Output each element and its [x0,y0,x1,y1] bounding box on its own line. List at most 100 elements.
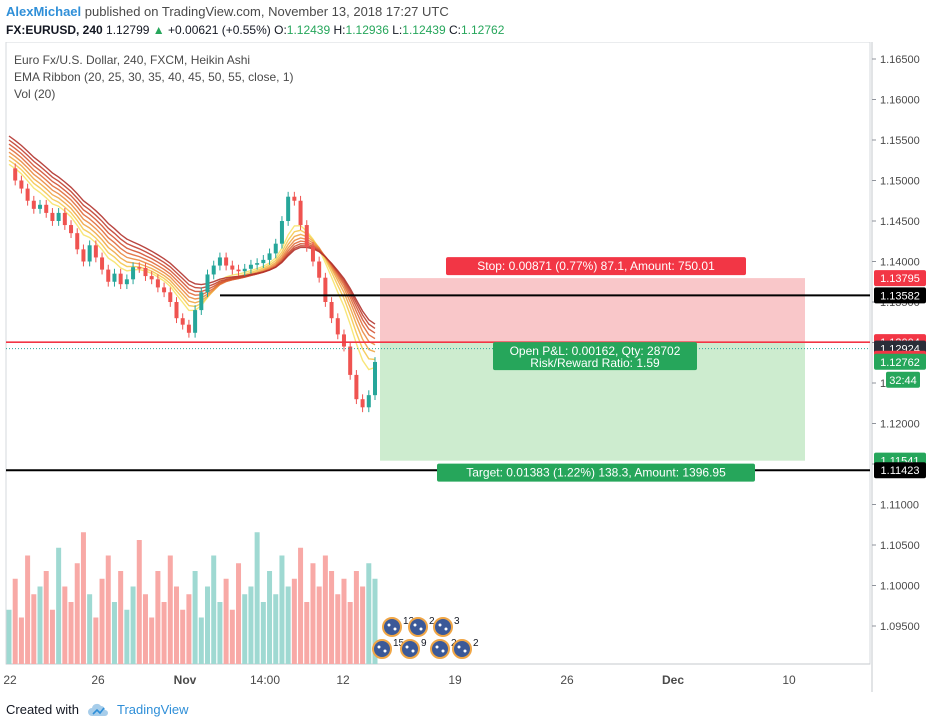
x-tick-label: 14:00 [250,673,280,687]
volume-bar [18,617,24,664]
candle-body [248,264,253,269]
volume-bar [167,555,173,664]
economic-event-icon: 15 [372,638,405,659]
legend-ema-ribbon[interactable]: EMA Ribbon (20, 25, 30, 35, 40, 45, 50, … [14,70,294,84]
legend-series[interactable]: Euro Fx/U.S. Dollar, 240, FXCM, Heikin A… [14,53,251,67]
economic-event-icon: 3 [433,616,460,637]
volume-bar [37,586,43,664]
volume-bar [62,586,68,664]
event-flag-icon [408,617,428,637]
candle-body [348,346,353,375]
author-link[interactable]: AlexMichael [6,4,82,19]
y-tick-label: 1.14500 [880,216,920,228]
chart-header: AlexMichael published on TradingView.com… [6,3,906,39]
volume-bar [93,617,99,664]
tradingview-cloud-icon [87,703,108,716]
x-tick-label: 10 [782,673,796,687]
volume-bar [236,563,242,664]
price-tag-bg [874,287,926,304]
chart-area[interactable]: 1.16500 1.16000 1.15500 1.15000 1.14500 1.140… [0,42,930,692]
event-flag-star [387,623,391,627]
candle-body [242,268,247,272]
x-tick-label: 26 [91,673,105,687]
volume-bar [260,602,266,664]
candle-body [87,245,92,262]
price-tag-tag: 1.12762 [874,353,926,370]
volume-bar [310,563,316,664]
event-flag-star [463,649,467,653]
candle-body [273,243,278,254]
volume-bar [217,602,223,664]
candle-body [193,310,198,333]
price-tag-bg [874,462,926,479]
volume-bar [130,586,136,664]
x-tick-label: 19 [448,673,462,687]
event-flag-star [444,627,448,631]
candle-body [224,257,229,266]
ema-ribbon-line [8,159,376,361]
candle-body [112,273,117,282]
countdown-tag: 32:44 [886,371,920,388]
candle-body [267,253,272,260]
volume-bar [347,602,353,664]
candle-body [180,318,185,325]
stop-label-bg [446,257,746,276]
volume-bar [6,609,12,664]
candle-body [143,267,148,277]
last-price: 1.12799 [106,23,150,37]
pnl-label-bg [493,342,697,371]
economic-event-icon: 9 [400,638,427,659]
open-label: O: [274,23,287,37]
volume-bar [279,555,285,664]
candle-body [335,318,340,335]
x-tick-label: 12 [336,673,350,687]
y-tick-label: 1.10500 [880,540,920,552]
pnl-label: Open P&L: 0.00162, Qty: 28702Risk/Reward… [493,342,697,371]
volume-bar [142,594,148,664]
volume-bar [304,602,310,664]
legend-volume[interactable]: Vol (20) [14,87,56,101]
volume-bar [192,571,198,664]
volume-bar [242,594,248,664]
candle-body [38,204,43,209]
candle-body [174,302,179,319]
volume-bar [186,594,192,664]
event-count: 9 [421,638,427,649]
volume-bar [105,555,111,664]
high-value: 1.12936 [345,23,389,37]
countdown-text: 32:44 [889,375,917,387]
volume-bar [124,609,130,664]
event-flag-star [438,623,442,627]
candle-body [279,221,284,244]
candle-body [168,292,173,302]
open-value: 1.12439 [286,23,331,37]
volume-bar [298,547,304,664]
countdown-bg [886,371,920,388]
volume-bar [329,571,335,664]
tradingview-brand[interactable]: TradingView [116,702,189,717]
candle-body [100,257,105,270]
candle-body [341,334,346,347]
volume-bar [149,617,155,664]
candle-body [75,233,80,250]
x-tick-label: 26 [560,673,574,687]
volume-bar [223,578,229,664]
price-chart[interactable]: 1.16500 1.16000 1.15500 1.15000 1.14500 1.140… [0,42,930,692]
candle-body [205,274,210,293]
candle-body [373,361,377,396]
target-label-text: Target: 0.01383 (1.22%) 138.3, Amount: 1… [466,466,726,480]
candle-body [286,196,291,221]
candle-body [217,257,222,266]
event-flag-star [441,649,445,653]
y-tick-label: 1.12000 [880,419,920,431]
candle-body [50,212,55,221]
target-label: Target: 0.01383 (1.22%) 138.3, Amount: 1… [437,463,755,482]
candle-body [93,245,98,258]
candle-body [366,395,371,408]
high-label: H: [333,23,346,37]
stop-zone [380,278,805,343]
indicator-legend: Euro Fx/U.S. Dollar, 240, FXCM, Heikin A… [14,52,294,103]
volume-bar [49,609,55,664]
event-flag-star [377,645,381,649]
candle-body [44,204,49,213]
